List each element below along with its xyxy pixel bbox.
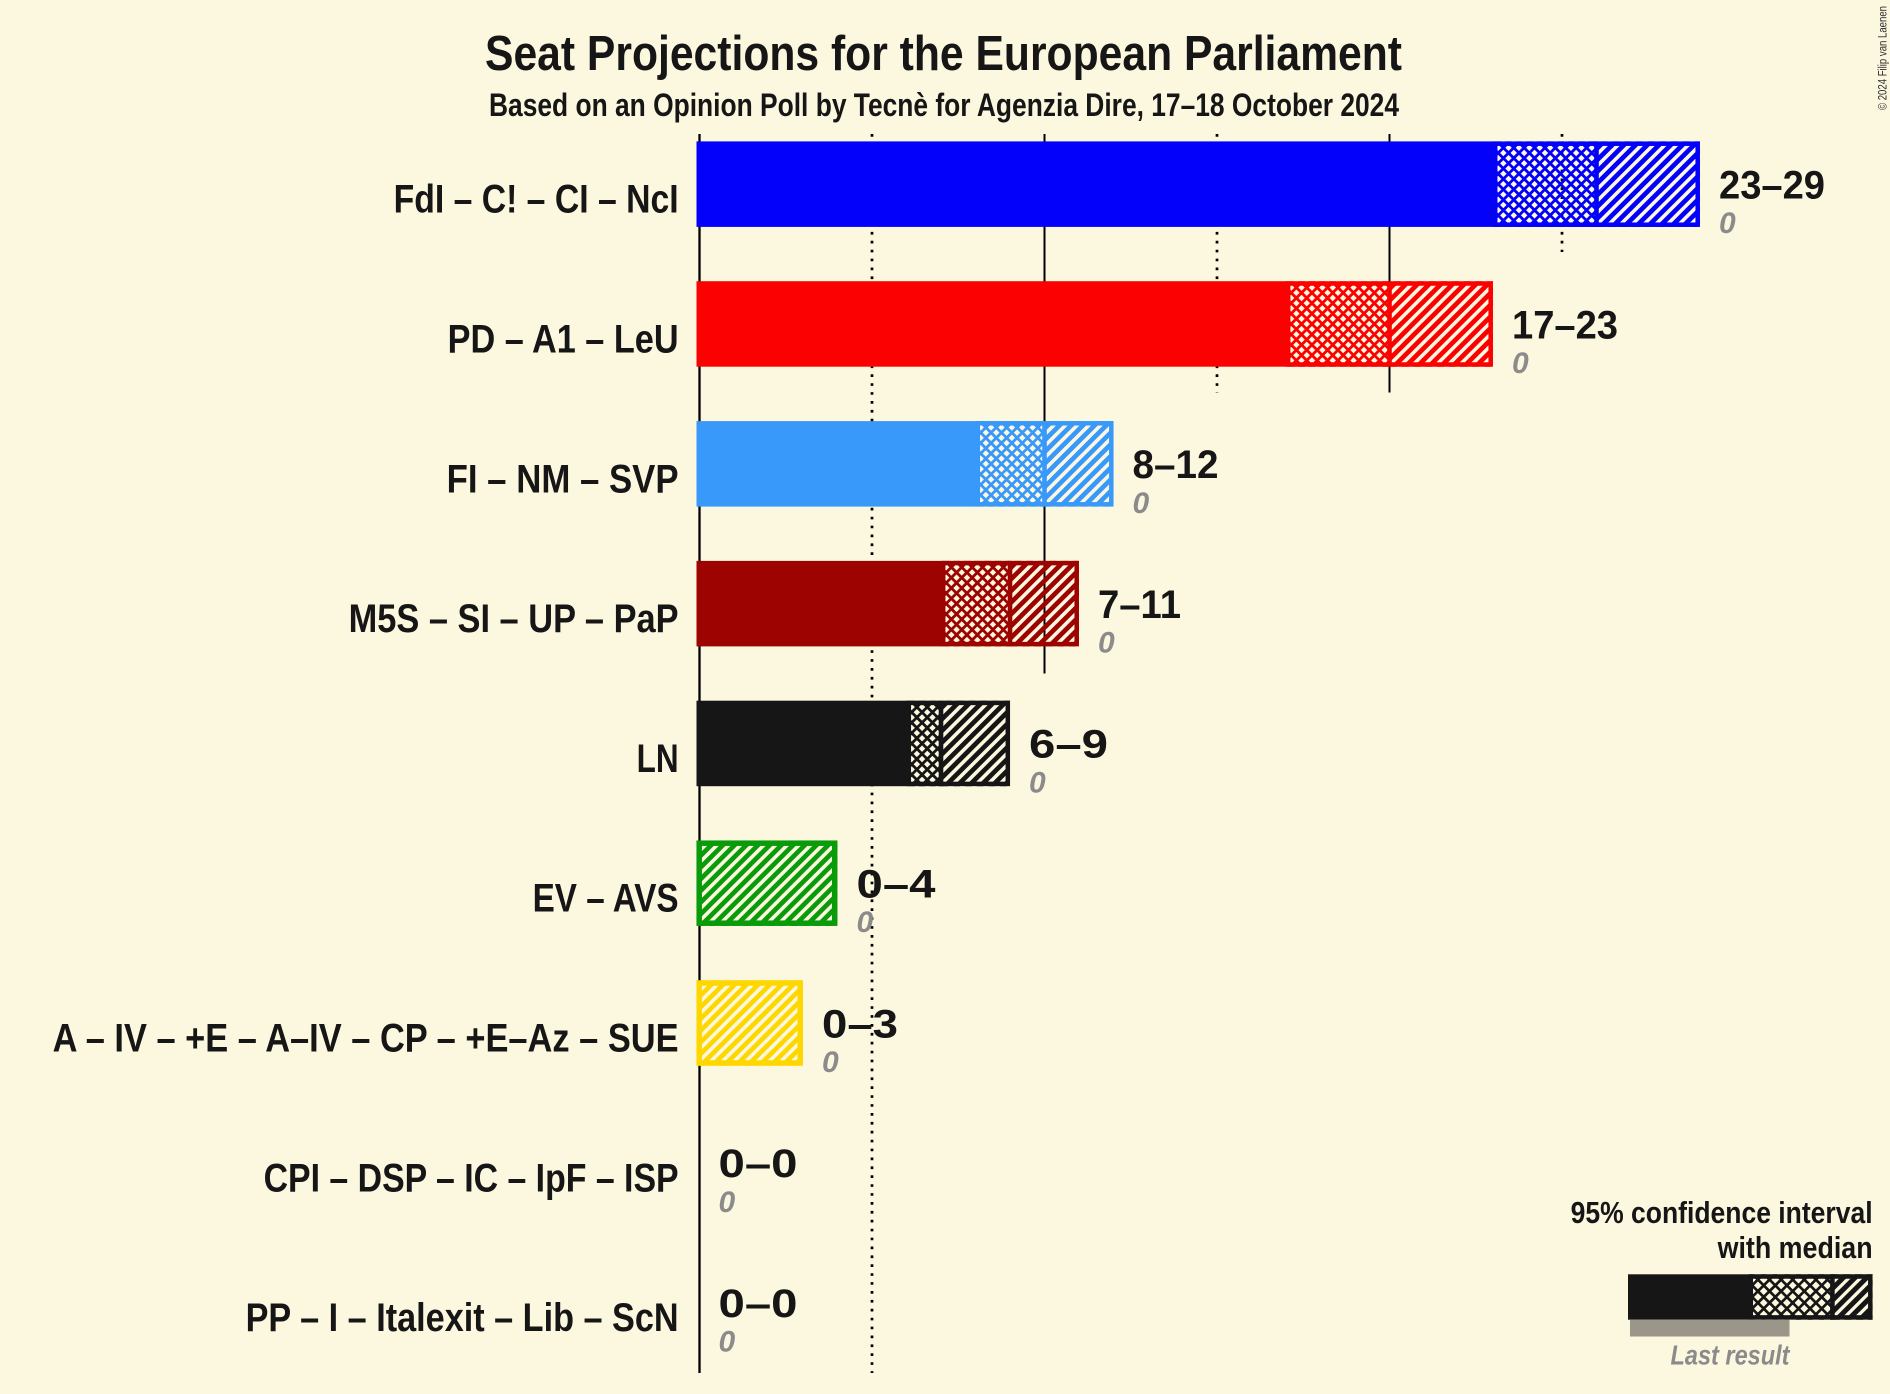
- svg-text:0–4: 0–4: [857, 863, 937, 907]
- svg-text:95% confidence interval: 95% confidence interval: [1571, 1195, 1873, 1230]
- svg-text:LN: LN: [637, 737, 679, 781]
- svg-text:Based on an Opinion Poll by Te: Based on an Opinion Poll by Tecnè for Ag…: [489, 87, 1399, 123]
- svg-text:23–29: 23–29: [1719, 164, 1825, 208]
- svg-text:PP – I – Italexit – Lib – ScN: PP – I – Italexit – Lib – ScN: [246, 1296, 679, 1340]
- svg-text:M5S – SI – UP – PaP: M5S – SI – UP – PaP: [349, 597, 679, 641]
- svg-text:0: 0: [719, 1186, 736, 1219]
- svg-text:0–3: 0–3: [822, 1002, 898, 1046]
- svg-text:PD – A1 – LeU: PD – A1 – LeU: [448, 318, 679, 362]
- svg-text:0–0: 0–0: [719, 1142, 798, 1186]
- svg-text:© 2024 Filip van Laenen: © 2024 Filip van Laenen: [1878, 6, 1890, 110]
- svg-text:A – IV – +E – A–IV – CP – +E–A: A – IV – +E – A–IV – CP – +E–Az – SUE: [53, 1017, 679, 1061]
- svg-text:CPI – DSP – IC – IpF – ISP: CPI – DSP – IC – IpF – ISP: [264, 1156, 679, 1200]
- svg-text:0: 0: [1029, 766, 1046, 799]
- svg-text:Last result: Last result: [1671, 1340, 1791, 1371]
- svg-text:7–11: 7–11: [1098, 583, 1181, 627]
- svg-text:0: 0: [1512, 347, 1529, 380]
- svg-text:0–0: 0–0: [719, 1282, 798, 1326]
- svg-text:Seat Projections for the Europ: Seat Projections for the European Parlia…: [485, 27, 1402, 81]
- svg-text:0: 0: [1098, 627, 1115, 660]
- svg-text:FI – NM – SVP: FI – NM – SVP: [447, 457, 679, 501]
- svg-text:0: 0: [719, 1326, 736, 1359]
- svg-text:17–23: 17–23: [1512, 303, 1618, 347]
- svg-text:0: 0: [822, 1046, 839, 1079]
- svg-text:with median: with median: [1717, 1230, 1873, 1265]
- svg-text:6–9: 6–9: [1029, 723, 1108, 767]
- svg-text:0: 0: [1133, 487, 1150, 520]
- svg-text:0: 0: [857, 906, 874, 939]
- svg-text:EV – AVS: EV – AVS: [533, 877, 679, 921]
- svg-text:8–12: 8–12: [1133, 443, 1219, 487]
- svg-text:0: 0: [1719, 207, 1736, 240]
- svg-text:FdI – C! – CI – NcI: FdI – C! – CI – NcI: [394, 178, 679, 222]
